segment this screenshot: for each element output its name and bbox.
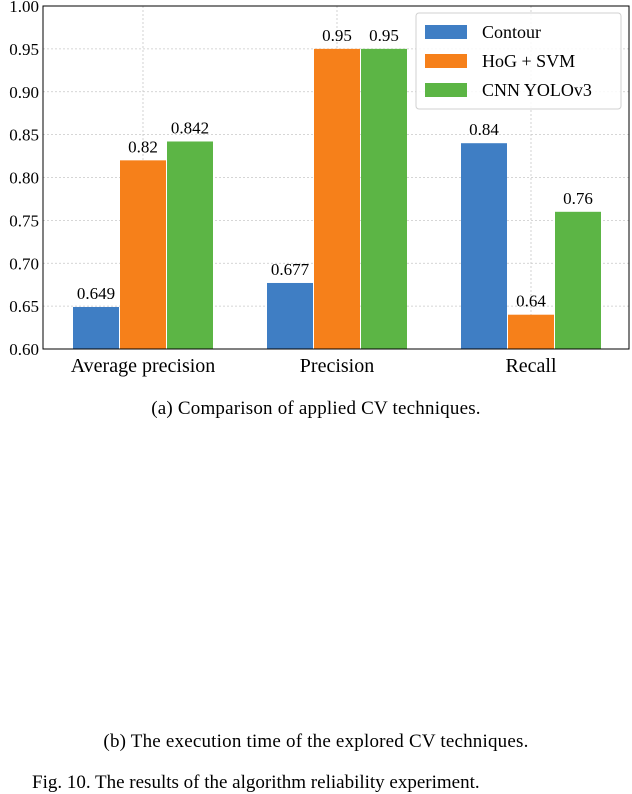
data-label: 0.842 xyxy=(171,118,209,137)
bar-cnn-yolov3 xyxy=(361,48,407,349)
y-tick-label: 0.95 xyxy=(9,40,39,59)
data-label: 0.95 xyxy=(322,26,352,45)
y-tick-label: 0.65 xyxy=(9,297,39,316)
plot-frame xyxy=(42,5,630,350)
data-label: 0.649 xyxy=(77,284,115,303)
bar-contour xyxy=(461,143,507,349)
bar-hog-svm xyxy=(508,314,554,349)
data-label: 0.95 xyxy=(369,26,399,45)
figure-footer: Fig. 10. The results of the algorithm re… xyxy=(32,772,480,793)
y-tick-label: 0.75 xyxy=(9,211,39,230)
data-label: 0.76 xyxy=(563,189,593,208)
bar-cnn-yolov3 xyxy=(555,211,601,349)
legend-box xyxy=(415,12,622,110)
caption-a: (a) Comparison of applied CV techniques. xyxy=(151,398,481,419)
y-tick-label: 0.80 xyxy=(9,169,39,188)
execution-time-chart: 01234565.696Contour1.158HoG+SVM0.543CNNE… xyxy=(0,0,632,420)
caption-b: (b) The execution time of the explored C… xyxy=(103,731,529,752)
y-tick-label: 0.70 xyxy=(9,254,39,273)
comparison-bar-chart: 0.60 0.65 0.70 0.75 0.80 0.85 0.90 0.95 1.00 0.64… xyxy=(9,0,630,377)
bar-cnn-yolov3 xyxy=(167,141,213,349)
legend-swatch xyxy=(425,54,467,68)
y-tick-label: 0.90 xyxy=(9,83,39,102)
x-tick-label: Precision xyxy=(300,355,374,377)
legend-label: HoG + SVM xyxy=(482,51,575,71)
y-tick-label: 0.60 xyxy=(9,340,39,359)
legend-label: CNN YOLOv3 xyxy=(482,80,592,100)
legend-label: Contour xyxy=(482,22,541,42)
bar-hog-svm xyxy=(314,48,360,349)
data-label: 0.82 xyxy=(128,137,158,156)
y-tick-label: 1.00 xyxy=(9,0,39,16)
legend-swatch xyxy=(425,25,467,39)
legend-1: Contour HoG + SVM CNN YOLOv3 xyxy=(415,12,622,110)
y-tick-label: 0.85 xyxy=(9,126,39,145)
data-label: 0.64 xyxy=(516,292,546,311)
data-label: 0.677 xyxy=(271,260,310,279)
bar-hog-svm xyxy=(120,160,166,349)
data-label: 0.84 xyxy=(469,120,499,139)
bar-contour xyxy=(73,306,119,349)
x-tick-label: Recall xyxy=(505,355,557,377)
legend-swatch xyxy=(425,83,467,97)
x-tick-label: Average precision xyxy=(71,355,216,377)
bar-contour xyxy=(267,282,313,349)
